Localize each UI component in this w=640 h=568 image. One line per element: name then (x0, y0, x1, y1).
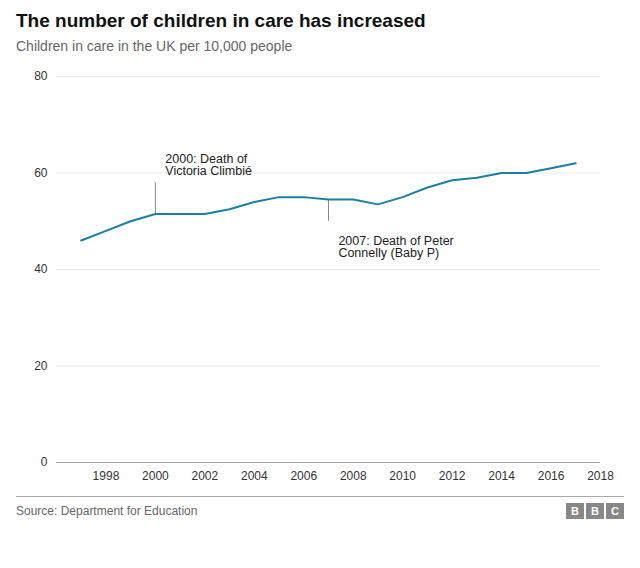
svg-text:2016: 2016 (538, 469, 565, 483)
svg-text:2000: 2000 (142, 469, 169, 483)
svg-text:2004: 2004 (241, 469, 268, 483)
svg-text:80: 80 (34, 69, 48, 83)
svg-text:40: 40 (34, 262, 48, 276)
html-text:C: C (611, 505, 619, 517)
svg-text:2007: Death of PeterConnelly (: 2007: Death of PeterConnelly (Baby P) (338, 234, 453, 261)
svg-text:1998: 1998 (93, 469, 120, 483)
svg-text:0: 0 (41, 455, 48, 469)
svg-text:2002: 2002 (192, 469, 219, 483)
svg-text:20: 20 (34, 359, 48, 373)
svg-text:2012: 2012 (439, 469, 466, 483)
html-text:B: B (571, 505, 579, 517)
svg-text:2018: 2018 (587, 469, 614, 483)
svg-text:2008: 2008 (340, 469, 367, 483)
html-text:The number of children in care: The number of children in care has incre… (16, 10, 426, 31)
html-text:Children in care in the UK per: Children in care in the UK per 10,000 pe… (16, 38, 293, 54)
svg-text:2010: 2010 (389, 469, 416, 483)
html-text:Source: Department for Educati: Source: Department for Education (16, 504, 198, 518)
svg-text:2006: 2006 (290, 469, 317, 483)
svg-text:2014: 2014 (488, 469, 515, 483)
html-text:B: B (591, 505, 599, 517)
svg-text:2000: Death ofVictoria Climbié: 2000: Death ofVictoria Climbié (165, 152, 252, 179)
svg-text:60: 60 (34, 166, 48, 180)
